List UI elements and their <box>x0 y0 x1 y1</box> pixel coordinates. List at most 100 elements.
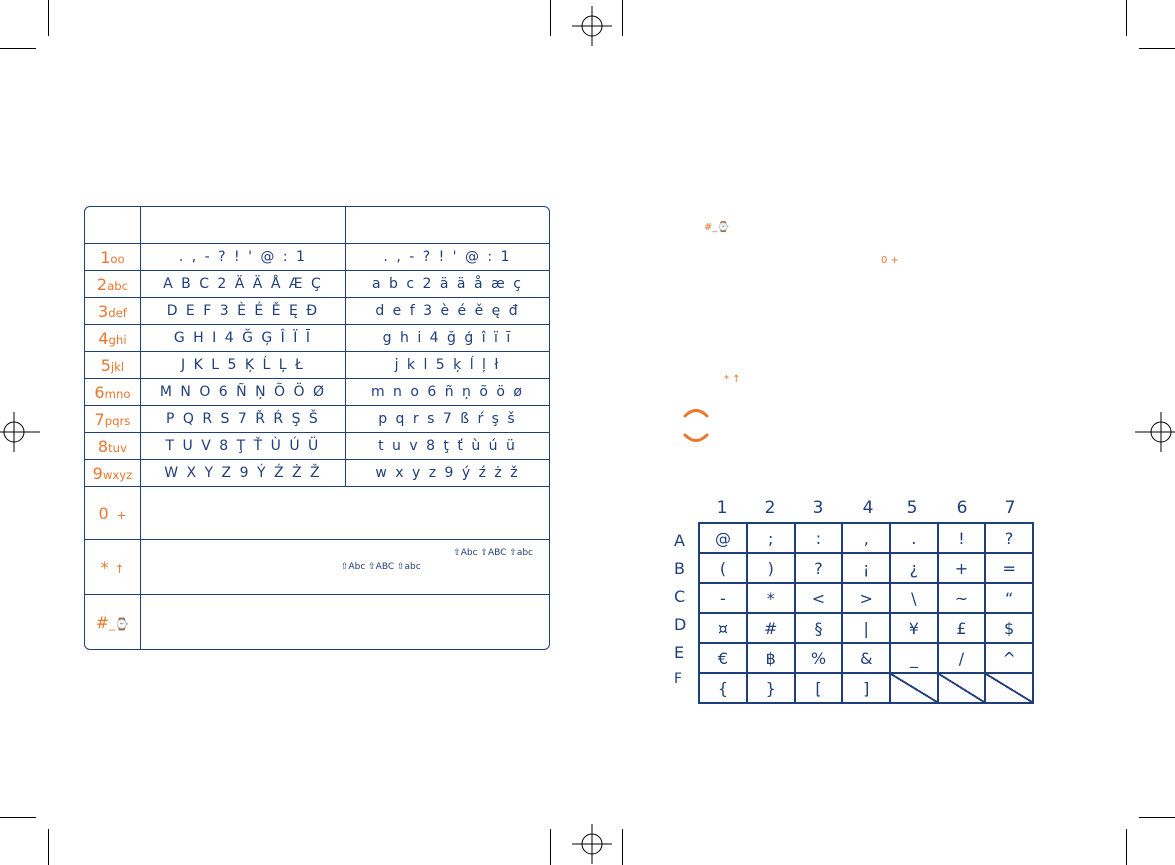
lower-chars: . , - ? ! ' @ : 1 <box>345 243 549 271</box>
symbol-cell: ; <box>745 522 796 554</box>
table-row: 6mno M N O 6 Ñ Ņ Õ Ö Ø m n o 6 ñ ņ õ ö ø <box>85 378 549 406</box>
key-1-icon: 1oo <box>85 243 141 271</box>
key-7-icon: 7pqrs <box>85 405 141 433</box>
lower-chars: g h i 4 ğ ģ î ï ī <box>345 324 549 352</box>
symbol-cell: [ <box>793 672 844 704</box>
registration-mark-bottom <box>572 824 612 864</box>
empty-slashed-cell <box>936 672 987 704</box>
symbol-cell: @ <box>698 522 748 554</box>
symbol-cell: “ <box>984 582 1034 614</box>
crop-mark-bottom-left-h <box>0 817 36 818</box>
symbol-cell: ( <box>698 552 748 584</box>
symbol-cell: } <box>745 672 796 704</box>
key-6-icon: 6mno <box>85 378 141 406</box>
upper-chars: G H I 4 Ğ Ģ Î Ï Ī <box>140 324 346 352</box>
registration-mark-right <box>1135 412 1175 452</box>
grid-row-header: C <box>674 587 686 606</box>
header-upper-cell <box>140 207 346 244</box>
symbol-cell: & <box>841 642 892 674</box>
grid-col-header: 2 <box>764 498 776 518</box>
table-row: 1oo . , - ? ! ' @ : 1 . , - ? ! ' @ : 1 <box>85 243 549 271</box>
crop-mark-bottom-right-h <box>1139 817 1175 818</box>
zero-marker-text: 0 + <box>881 255 899 266</box>
symbol-cell: , <box>841 522 892 554</box>
grid-row-header: E <box>674 643 685 662</box>
symbol-cell: - <box>698 582 748 614</box>
symbol-cell: { <box>698 672 748 704</box>
symbol-cell: * <box>745 582 796 614</box>
grid-col-header: 5 <box>906 498 918 518</box>
symbol-cell: # <box>745 612 796 644</box>
key-9-icon: 9wxyz <box>85 459 141 487</box>
grid-row-c: - * < > \ ~ “ <box>698 582 1034 614</box>
symbol-cell: ] <box>841 672 892 704</box>
table-row: 8tuv T U V 8 Ţ Ť Ù Ú Ü t u v 8 ţ ť ù ú ü <box>85 432 549 460</box>
lower-chars: m n o 6 ñ ņ õ ö ø <box>345 378 549 406</box>
lower-chars: j k l 5 ķ ĺ ļ ł <box>345 351 549 379</box>
navigation-key-up-icon <box>683 409 709 418</box>
table-header-row <box>85 207 549 244</box>
crop-mark-bottom-center-l <box>550 829 551 865</box>
key-character-table: 1oo . , - ? ! ' @ : 1 . , - ? ! ' @ : 1 … <box>84 206 550 650</box>
key-5-icon: 5jkl <box>85 351 141 379</box>
registration-mark-top <box>572 6 612 46</box>
grid-col-header: 4 <box>862 498 874 518</box>
grid-row-header: D <box>674 615 687 634</box>
crop-mark-top-right-v <box>1126 0 1127 36</box>
upper-chars: W X Y Z 9 Ý Ź Ż Ž <box>140 459 346 487</box>
crop-mark-bottom-right-v <box>1126 829 1127 865</box>
upper-chars: . , - ? ! ' @ : 1 <box>140 243 346 271</box>
symbol-cell: ¡ <box>841 552 892 584</box>
symbol-cell: £ <box>936 612 987 644</box>
grid-row-f: { } [ ] <box>698 672 1034 704</box>
key-star-icon: * ↑ <box>85 539 141 595</box>
navigation-key-down-icon <box>683 433 709 442</box>
upper-chars: P Q R S 7 Ř Ŕ Ş Š <box>140 405 346 433</box>
symbol-cell: + <box>936 552 987 584</box>
hash-marker-text: #_⌚ <box>704 222 730 233</box>
lower-chars: p q r s 7 ß ŕ ş š <box>345 405 549 433</box>
key-3-icon: 3def <box>85 297 141 325</box>
lower-chars: a b c 2 ä ä å æ ç <box>345 270 549 298</box>
symbol-cell: = <box>984 552 1034 584</box>
grid-row-b: ( ) ? ¡ ¿ + = <box>698 552 1034 584</box>
lower-chars: d e f 3 è é ě ę đ <box>345 297 549 325</box>
table-row: 3def D E F 3 È É Ě Ę Đ d e f 3 è é ě ę đ <box>85 297 549 325</box>
symbol-grid: @ ; : , . ! ? ( ) ? ¡ ¿ + = - * < > \ ~ … <box>698 522 1034 704</box>
symbol-cell: / <box>936 642 987 674</box>
symbol-cell: $ <box>984 612 1034 644</box>
empty-slashed-cell <box>984 672 1034 704</box>
symbol-cell: . <box>889 522 939 554</box>
table-row-zero: 0 + <box>85 486 549 540</box>
key-2-icon: 2abc <box>85 270 141 298</box>
symbol-cell: € <box>698 642 748 674</box>
key-8-icon: 8tuv <box>85 432 141 460</box>
symbol-cell: ฿ <box>745 642 796 674</box>
symbol-cell: § <box>793 612 844 644</box>
lower-chars: w x y z 9 ý ź ż ž <box>345 459 549 487</box>
star-modes-line2: ⇧Abc ⇧ABC ⇧abc <box>340 562 421 572</box>
key-0-icon: 0 + <box>85 486 141 540</box>
symbol-cell: ^ <box>984 642 1034 674</box>
grid-col-header: 1 <box>716 498 728 518</box>
grid-col-header: 7 <box>1004 498 1016 518</box>
upper-chars: M N O 6 Ñ Ņ Õ Ö Ø <box>140 378 346 406</box>
grid-row-header: A <box>674 531 685 550</box>
grid-col-header: 6 <box>956 498 968 518</box>
hash-description <box>140 595 549 650</box>
crop-mark-bottom-center-r <box>622 829 623 865</box>
table-row-star: * ↑ ⇧Abc ⇧ABC ⇧abc ⇧Abc ⇧ABC ⇧abc <box>85 539 549 595</box>
symbol-cell: | <box>841 612 892 644</box>
lower-chars: t u v 8 ţ ť ù ú ü <box>345 432 549 460</box>
crop-mark-top-right-h <box>1139 48 1175 49</box>
symbol-cell: ¿ <box>889 552 939 584</box>
symbol-cell: % <box>793 642 844 674</box>
upper-chars: D E F 3 È É Ě Ę Đ <box>140 297 346 325</box>
symbol-cell: ) <box>745 552 796 584</box>
table-row: 4ghi G H I 4 Ğ Ģ Î Ï Ī g h i 4 ğ ģ î ï ī <box>85 324 549 352</box>
symbol-cell: > <box>841 582 892 614</box>
crop-mark-top-center-r <box>622 0 623 36</box>
grid-col-header: 3 <box>812 498 824 518</box>
grid-row-a: @ ; : , . ! ? <box>698 522 1034 554</box>
symbol-cell: ? <box>984 522 1034 554</box>
